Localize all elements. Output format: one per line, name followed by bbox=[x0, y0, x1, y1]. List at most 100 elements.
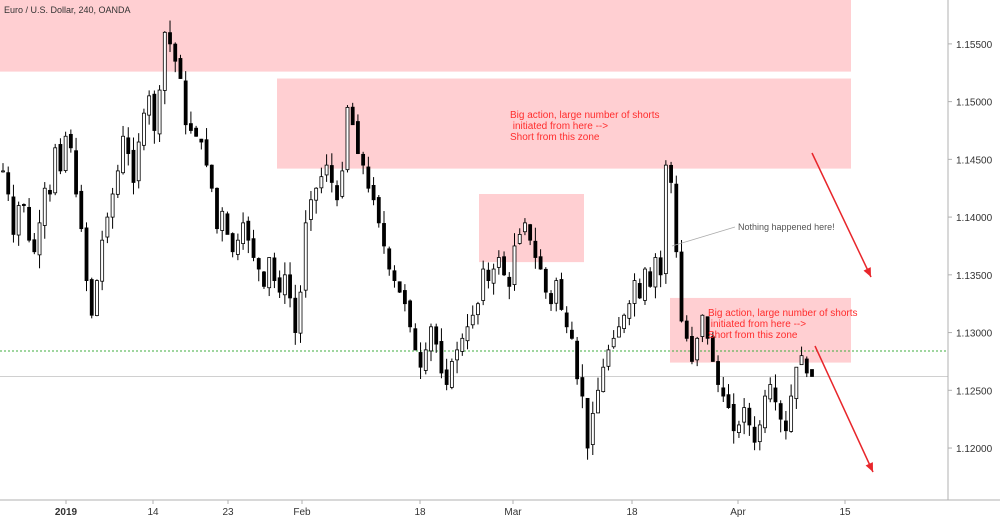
candle-body bbox=[298, 291, 303, 334]
candle-body bbox=[136, 141, 141, 182]
candle-body bbox=[121, 135, 125, 174]
candle-body bbox=[204, 139, 209, 166]
candle-body bbox=[700, 314, 705, 337]
candle-body bbox=[784, 420, 788, 432]
candle-body bbox=[324, 164, 329, 176]
candle-body bbox=[757, 424, 762, 443]
candle-body bbox=[199, 138, 204, 143]
candle-body bbox=[429, 326, 433, 352]
candle-body bbox=[392, 270, 397, 282]
annotation-line: Nothing happened here! bbox=[738, 222, 835, 232]
candle-body bbox=[74, 150, 78, 195]
candle-body bbox=[288, 274, 292, 299]
candle-body bbox=[246, 220, 251, 241]
x-tick-label: Apr bbox=[730, 507, 746, 518]
annotation-line: initiated from here --> bbox=[510, 121, 608, 132]
candle-body bbox=[366, 166, 371, 189]
x-tick-label: Mar bbox=[504, 507, 522, 518]
candle-body bbox=[131, 149, 136, 183]
candle-body bbox=[335, 185, 339, 201]
y-tick-label: 1.13000 bbox=[956, 329, 993, 340]
candle-body bbox=[543, 268, 548, 293]
candle-body bbox=[564, 312, 569, 328]
candle-body bbox=[538, 256, 543, 270]
candle-body bbox=[16, 205, 21, 236]
candle-body bbox=[674, 183, 679, 253]
candle-body bbox=[1, 170, 5, 173]
y-tick-label: 1.14500 bbox=[956, 155, 993, 166]
candle-body bbox=[486, 269, 491, 282]
y-tick-label: 1.12000 bbox=[956, 444, 993, 455]
x-tick-label: 23 bbox=[222, 507, 234, 518]
candle-body bbox=[162, 31, 167, 91]
candles-layer bbox=[1, 20, 814, 460]
candle-body bbox=[147, 95, 152, 116]
candle-body bbox=[173, 43, 178, 62]
reference-lines bbox=[0, 350, 948, 377]
supply-zone bbox=[670, 297, 851, 363]
candle-body bbox=[345, 106, 350, 171]
candle-body bbox=[408, 300, 413, 328]
candle-body bbox=[340, 170, 345, 197]
candle-body bbox=[507, 276, 512, 287]
candle-body bbox=[455, 349, 459, 361]
candle-body bbox=[622, 314, 627, 329]
candle-body bbox=[84, 227, 89, 282]
candle-body bbox=[690, 335, 694, 362]
arrow-head bbox=[863, 267, 871, 277]
annotation-line: initiated from here --> bbox=[708, 319, 806, 330]
candle-body bbox=[705, 316, 710, 339]
candle-body bbox=[549, 293, 553, 305]
candle-body bbox=[413, 328, 418, 351]
y-tick-label: 1.12500 bbox=[956, 386, 993, 397]
candle-body bbox=[230, 233, 235, 253]
candle-body bbox=[256, 258, 261, 270]
y-tick-label: 1.15500 bbox=[956, 40, 993, 51]
candle-body bbox=[590, 412, 595, 446]
candle-body bbox=[293, 297, 298, 333]
candle-body bbox=[731, 403, 736, 432]
candle-body bbox=[356, 121, 360, 154]
candle-body bbox=[663, 164, 668, 275]
candle-body bbox=[789, 395, 794, 432]
candle-body bbox=[6, 172, 11, 195]
candle-body bbox=[262, 271, 266, 287]
annotation-text: Nothing happened here! bbox=[738, 222, 835, 232]
supply-zone bbox=[0, 0, 851, 72]
candle-body bbox=[737, 424, 741, 433]
candle-body bbox=[653, 257, 658, 288]
candle-body bbox=[21, 204, 26, 206]
candle-body bbox=[126, 137, 131, 154]
arrow-head bbox=[865, 462, 873, 472]
candle-body bbox=[235, 239, 240, 255]
y-tick-label: 1.13500 bbox=[956, 271, 993, 282]
candle-body bbox=[773, 387, 778, 403]
candle-body bbox=[570, 329, 574, 339]
candle-body bbox=[533, 240, 538, 258]
candle-body bbox=[778, 403, 783, 420]
candle-body bbox=[554, 280, 559, 304]
candle-body bbox=[528, 224, 533, 241]
candle-body bbox=[79, 190, 84, 230]
candle-body bbox=[53, 147, 58, 194]
candle-body bbox=[63, 135, 68, 171]
candle-body bbox=[752, 426, 757, 443]
candle-body bbox=[282, 274, 287, 296]
candle-body bbox=[580, 377, 585, 397]
candle-body bbox=[658, 257, 663, 276]
candle-body bbox=[314, 187, 319, 201]
candle-body bbox=[329, 165, 334, 183]
candle-body bbox=[585, 397, 590, 449]
candle-body bbox=[695, 337, 700, 361]
candle-body bbox=[178, 58, 183, 79]
candle-body bbox=[152, 93, 157, 131]
candle-body bbox=[68, 133, 73, 149]
y-tick-label: 1.15000 bbox=[956, 98, 993, 109]
candle-body bbox=[449, 361, 454, 388]
candle-body bbox=[371, 184, 376, 201]
candle-body bbox=[397, 281, 402, 293]
candle-body bbox=[517, 234, 522, 244]
annotation-line: Big action, large number of shorts bbox=[510, 110, 660, 121]
candle-body bbox=[721, 387, 726, 397]
